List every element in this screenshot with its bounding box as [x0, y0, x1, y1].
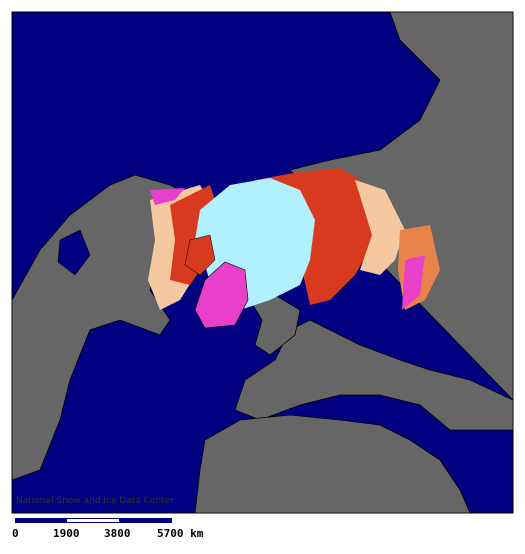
credit: National Snow and Ice Data Center — [16, 496, 174, 506]
scale-label: 5700 km — [157, 527, 204, 540]
snow-light — [355, 180, 405, 275]
scale-label: 3800 — [104, 527, 131, 540]
scale-label: 1900 — [53, 527, 80, 540]
snow-new — [402, 255, 425, 310]
africa — [194, 414, 471, 514]
arctic-islands — [184, 234, 216, 276]
scale-labels: 0 1900 3800 5700 km — [12, 527, 204, 540]
scandinavia — [249, 294, 301, 356]
scale-bar — [15, 518, 172, 523]
hudson-bay — [57, 229, 91, 276]
scale-label: 0 — [12, 527, 19, 540]
snow-new — [150, 188, 185, 205]
scale-segment — [67, 519, 119, 522]
greenland-ice — [194, 261, 249, 329]
map: National Snow and Ice Data Center — [11, 11, 514, 514]
